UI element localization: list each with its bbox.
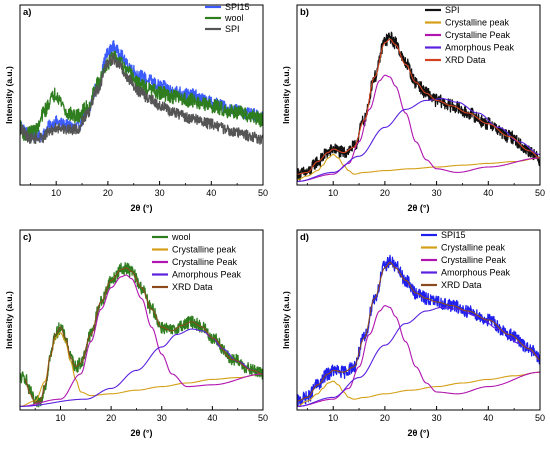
x-tick-label: 30 <box>157 413 167 423</box>
y-axis-title: Intensity (a.u.) <box>4 66 14 124</box>
x-tick-label: 10 <box>328 188 338 198</box>
x-tick-label: 50 <box>535 413 545 423</box>
x-tick-label: 50 <box>258 188 268 198</box>
fit-curve <box>297 74 540 182</box>
axes-frame <box>296 4 541 186</box>
plot-area <box>297 254 540 407</box>
legend-item-label: XRD Data <box>441 280 482 290</box>
x-tick-label: 40 <box>207 413 217 423</box>
y-axis-title: Intensity (a.u.) <box>281 291 291 349</box>
x-axis-title: 2θ (°) <box>131 203 153 213</box>
plot-area <box>20 40 263 145</box>
x-axis-title: 2θ (°) <box>131 428 153 438</box>
x-tick-label: 10 <box>328 413 338 423</box>
y-axis-title: Intensity (a.u.) <box>281 66 291 124</box>
legend-item-label: SPI <box>225 24 240 34</box>
legend-item-label: wool <box>171 232 191 242</box>
series-line <box>20 262 263 408</box>
fit-curve <box>297 38 540 175</box>
legend: SPI Crystalline peak Crystalline Peak Amorp… <box>425 5 515 65</box>
legend-item-label: SPI15 <box>225 2 250 12</box>
series-line <box>20 53 263 145</box>
x-tick-label: 20 <box>380 188 390 198</box>
fit-curve <box>297 153 540 181</box>
x-tick-label: 30 <box>155 188 165 198</box>
fit-curve <box>20 332 263 407</box>
legend-item-label: Amorphous Peak <box>441 268 511 278</box>
fit-curve <box>20 274 263 407</box>
fit-curve <box>24 267 263 404</box>
panel-label: a) <box>23 7 31 18</box>
legend-item-label: Crystalline peak <box>441 243 506 253</box>
legend-item-label: XRD Data <box>172 282 213 292</box>
fit-curve <box>297 306 540 407</box>
x-tick-label: 20 <box>380 413 390 423</box>
x-tick-label: 10 <box>51 188 61 198</box>
series-line <box>297 254 540 407</box>
chart-panel-1: 10 20 30 40 50 2θ (°) Intensity (a.u.) a) SPI15w… <box>4 2 268 213</box>
x-tick-label: 40 <box>483 413 493 423</box>
legend-item-label: Crystalline Peak <box>172 257 238 267</box>
legend-item-label: Amorphous Peak <box>172 270 242 280</box>
legend-item-label: wool <box>224 13 244 23</box>
plot-area <box>297 31 540 182</box>
x-axis-title: 2θ (°) <box>408 203 430 213</box>
chart-panel-4: 10 20 30 40 50 2θ (°) Intensity (a.u.) d) SPI15 C… <box>281 229 545 438</box>
chart-panel-2: 10 20 30 40 50 2θ (°) Intensity (a.u.) b) SPI Cry… <box>281 4 545 213</box>
legend-item-label: Crystalline Peak <box>441 255 507 265</box>
axes-frame <box>19 229 264 411</box>
chart-panel-3: 10 20 30 40 50 2θ (°) Intensity (a.u.) c) wool Cr… <box>4 229 268 438</box>
fit-curve <box>297 305 540 407</box>
axes-frame <box>19 4 264 186</box>
legend-item-label: SPI <box>445 5 460 15</box>
x-axis-title: 2θ (°) <box>408 428 430 438</box>
legend: wool Crystalline peak Crystalline Peak Amor… <box>152 232 242 292</box>
axes-frame <box>296 229 541 411</box>
x-tick-label: 30 <box>432 188 442 198</box>
legend-item-label: Crystalline peak <box>445 18 510 28</box>
legend-item-label: XRD Data <box>445 55 486 65</box>
plot-area <box>20 262 263 408</box>
fit-curve <box>297 261 540 402</box>
x-tick-label: 40 <box>483 188 493 198</box>
legend: SPI15 Crystalline peak Crystalline Peak Amo… <box>421 230 511 290</box>
x-tick-label: 30 <box>432 413 442 423</box>
x-tick-label: 50 <box>535 188 545 198</box>
x-tick-label: 20 <box>103 188 113 198</box>
legend-item-label: Crystalline peak <box>172 245 237 255</box>
panel-label: c) <box>23 232 31 243</box>
x-tick-label: 40 <box>206 188 216 198</box>
series-line <box>20 50 263 142</box>
panel-label: b) <box>300 7 309 18</box>
legend-item-label: Crystalline Peak <box>445 30 511 40</box>
y-axis-title: Intensity (a.u.) <box>4 291 14 349</box>
legend-item-label: Amorphous Peak <box>445 43 515 53</box>
panel-label: d) <box>300 232 309 243</box>
legend-item-label: SPI15 <box>441 230 466 240</box>
x-tick-label: 10 <box>55 413 65 423</box>
series-line <box>20 40 263 143</box>
x-tick-label: 20 <box>106 413 116 423</box>
fit-curve <box>297 98 540 182</box>
x-tick-label: 50 <box>258 413 268 423</box>
fit-curve <box>297 371 540 407</box>
